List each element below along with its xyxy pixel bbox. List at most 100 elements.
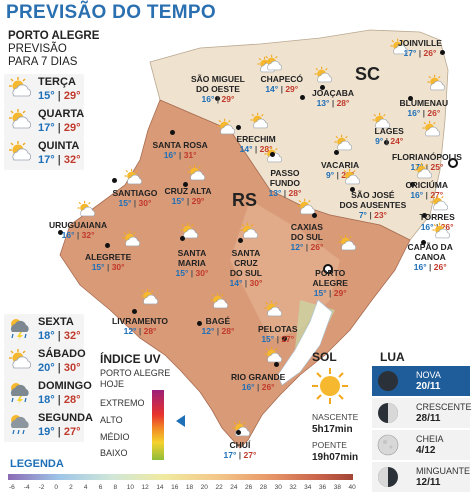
forecast-day-name: QUARTA xyxy=(38,108,85,120)
city-max: 25° xyxy=(430,162,444,172)
city-max: 27° xyxy=(243,450,257,460)
city-marker-icon xyxy=(180,236,185,241)
sun-cloud-icon xyxy=(262,300,286,324)
temp-separator: | xyxy=(422,108,426,118)
temp-separator: | xyxy=(76,230,80,240)
temp-separator: | xyxy=(283,188,287,198)
forecast-max: 30° xyxy=(63,362,81,374)
city-max: 26° xyxy=(310,242,324,252)
city-min: 12° xyxy=(290,242,304,252)
city-min: 15° xyxy=(91,262,105,272)
city-marker-icon xyxy=(312,213,317,218)
legend-tick-label: 24 xyxy=(230,484,238,491)
city-min: 16° xyxy=(407,108,421,118)
city-max: 26° xyxy=(427,108,441,118)
capital-marker-icon xyxy=(448,158,458,168)
sunrise-value: 5h17min xyxy=(312,424,353,435)
sun-title: SOL xyxy=(312,350,337,364)
city-label: JOAÇABA 13° | 28° xyxy=(312,88,354,108)
city-max: 26° xyxy=(433,262,447,272)
sun-cloud-icon xyxy=(215,118,239,142)
moon-title: LUA xyxy=(380,350,405,364)
city-max: 30° xyxy=(138,198,152,208)
legend-tick-label: 38 xyxy=(333,484,341,491)
city-name: FLORIANÓPOLIS xyxy=(392,152,462,162)
legend-tick-label: 26 xyxy=(245,484,253,491)
legend-tick-label: 32 xyxy=(289,484,297,491)
city-name: TORRES xyxy=(419,212,455,222)
city-max: 28° xyxy=(336,98,350,108)
new-moon-icon xyxy=(378,371,398,391)
city-marker-icon xyxy=(270,152,275,157)
city-min: 9° xyxy=(375,136,384,146)
city-marker-icon xyxy=(170,130,175,135)
city-temps: 7° | 23° xyxy=(340,210,407,220)
city-name: JOAÇABA xyxy=(312,88,355,98)
city-name: ALEGRETE xyxy=(85,252,132,262)
uv-day: HOJE xyxy=(100,379,125,389)
forecast-header: PORTO ALEGRE PREVISÃO PARA 7 DIAS xyxy=(8,30,99,69)
city-temps: 16° | 32° xyxy=(49,230,107,240)
city-marker-icon xyxy=(238,238,243,243)
city-marker-icon xyxy=(197,321,202,326)
city-min: 16° xyxy=(201,94,215,104)
sun-cloud-icon xyxy=(312,66,336,90)
city-marker-icon xyxy=(350,187,355,192)
city-min: 12° xyxy=(123,326,137,336)
moon-phase-item: CRESCENTE 28/11 xyxy=(372,398,472,428)
city-temps: 12° | 26° xyxy=(291,242,324,252)
city-min: 15° xyxy=(118,198,132,208)
city-name: CAXIAS xyxy=(290,222,323,232)
city-name: PELOTAS xyxy=(258,324,298,334)
city-marker-icon xyxy=(410,182,415,187)
city-min: 15° xyxy=(313,288,327,298)
sun-cloud-icon xyxy=(238,222,262,246)
city-min: 16° xyxy=(241,382,255,392)
city-marker-icon xyxy=(384,140,389,145)
legend-tick-label: 28 xyxy=(259,484,268,491)
city-min: 17° xyxy=(223,450,237,460)
forecast-min: 17° xyxy=(38,154,55,166)
sun-cloud-icon xyxy=(248,112,272,136)
page-title: PREVISÃO DO TEMPO xyxy=(6,2,216,23)
city-label: CAXIAS DO SUL 12° | 26° xyxy=(291,222,324,252)
city-name: ALEGRE xyxy=(312,278,348,288)
moon-phase-date: 28/11 xyxy=(416,413,441,424)
city-max: 27° xyxy=(430,190,444,200)
sun-cloud-icon xyxy=(420,120,444,144)
city-marker-icon xyxy=(236,125,241,130)
city-name: BLUMENAU xyxy=(399,98,449,108)
city-min: 17° xyxy=(403,48,417,58)
forecast-day-card: SÁBADO 20° | 30° xyxy=(4,346,86,378)
forecast-day-name: SEXTA xyxy=(38,316,74,328)
city-max: 30° xyxy=(249,278,263,288)
city-label: PELOTAS 15° | 27° xyxy=(258,324,298,344)
temp-separator: | xyxy=(216,94,220,104)
temp-separator: | xyxy=(57,90,61,102)
forecast-temps: 17° | 29° xyxy=(38,122,80,134)
forecast-day-card: QUINTA 17° | 32° xyxy=(4,138,84,170)
city-name: SÃO JOSÉ xyxy=(351,190,395,200)
moon-phase-name: NOVA xyxy=(416,370,441,380)
forecast-day-name: DOMINGO xyxy=(38,380,92,392)
city-marker-icon xyxy=(408,96,413,101)
temp-separator: | xyxy=(216,326,220,336)
uv-level-extreme: EXTREMO xyxy=(100,398,145,408)
city-min: 15° xyxy=(171,196,185,206)
forecast-max: 32° xyxy=(63,330,81,342)
temp-separator: | xyxy=(425,162,429,172)
legend-tick-label: 8 xyxy=(113,484,118,491)
city-marker-icon xyxy=(422,213,427,218)
city-max: 24° xyxy=(390,136,404,146)
legend-tick-label: -2 xyxy=(38,484,45,491)
moon-phase-name: CHEIA xyxy=(416,434,444,444)
city-min: 14° xyxy=(265,84,279,94)
city-max: 29° xyxy=(221,94,235,104)
temp-separator: | xyxy=(369,210,372,220)
city-marker-icon xyxy=(112,178,117,183)
city-temps: 14° | 29° xyxy=(261,84,304,94)
forecast-min: 15° xyxy=(38,90,55,102)
city-max: 29° xyxy=(191,196,205,206)
sun-icon xyxy=(312,368,348,404)
